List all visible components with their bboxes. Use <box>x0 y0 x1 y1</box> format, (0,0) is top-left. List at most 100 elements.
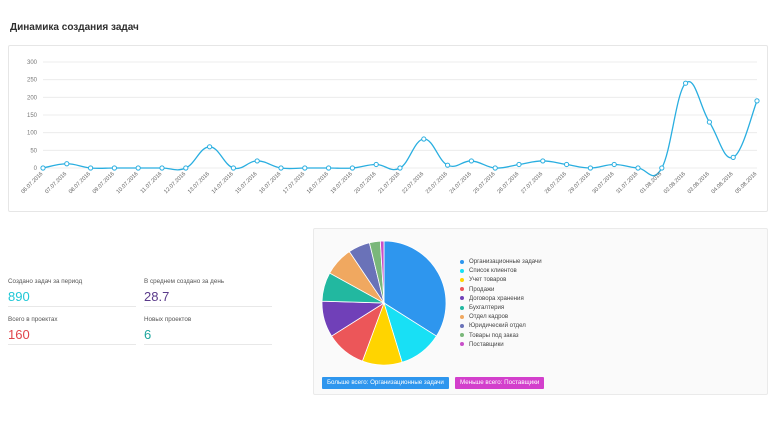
legend-swatch <box>460 287 464 292</box>
data-point <box>659 165 665 171</box>
legend-item: Организационные задачи <box>460 257 542 266</box>
pie-chart <box>321 240 447 366</box>
line-chart-card: 0 50 100 150 200 250 300 06.07.2016 07.07.2016 08… <box>8 45 768 212</box>
pie-chart-card: Организационные задачи Список клиентов Уче… <box>313 228 768 395</box>
data-point <box>254 158 260 164</box>
x-tick-label: 21.07.2016 <box>377 171 401 195</box>
stat-total-label: Всего в проектах <box>8 316 58 323</box>
legend-label: Список клиентов <box>469 267 517 275</box>
data-point <box>587 165 594 171</box>
data-point <box>635 165 641 171</box>
legend-label: Бухгалтерия <box>469 304 505 312</box>
data-point <box>397 165 403 171</box>
divider <box>8 344 136 345</box>
data-point <box>683 80 689 86</box>
y-tick-label: 250 <box>27 78 38 84</box>
x-tick-label: 28.07.2016 <box>544 171 568 195</box>
x-tick-label: 10.07.2016 <box>116 171 140 195</box>
stat-new-value: 6 <box>144 327 152 342</box>
legend-item: Поставщики <box>460 340 542 349</box>
x-tick-label: 12.07.2016 <box>163 171 187 195</box>
x-tick-label: 29.07.2016 <box>568 171 592 195</box>
legend-swatch <box>460 259 464 264</box>
pie-legend: Организационные задачи Список клиентов Уче… <box>460 257 542 349</box>
legend-label: Договора хранения <box>469 294 524 302</box>
x-tick-label: 06.07.2016 <box>20 171 44 195</box>
data-point <box>540 158 546 164</box>
legend-swatch <box>460 314 464 319</box>
y-tick-label: 300 <box>27 60 38 66</box>
y-tick-label: 200 <box>27 95 38 101</box>
legend-item: Продажи <box>460 285 542 294</box>
data-point <box>230 165 236 171</box>
data-point <box>40 165 46 171</box>
y-tick-label: 100 <box>27 131 38 137</box>
data-point <box>492 165 498 171</box>
legend-label: Организационные задачи <box>469 258 542 266</box>
x-tick-label: 22.07.2016 <box>401 171 425 195</box>
x-tick-label: 16.07.2016 <box>258 171 282 195</box>
legend-swatch <box>460 342 464 347</box>
legend-item: Товары под заказ <box>460 331 542 340</box>
stat-created: Создано задач за период 890 <box>8 278 136 307</box>
legend-label: Учет товаров <box>469 276 507 284</box>
stat-new-label: Новых проектов <box>144 316 192 323</box>
legend-label: Товары под заказ <box>469 331 519 339</box>
y-tick-label: 150 <box>27 113 38 119</box>
stat-new-projects: Новых проектов 6 <box>144 316 272 345</box>
data-point <box>183 165 189 171</box>
legend-label: Юридический отдел <box>469 322 526 330</box>
x-tick-label: 09.07.2016 <box>92 171 116 195</box>
data-point <box>564 161 570 168</box>
stat-average-label: В среднем создано за день <box>144 278 225 285</box>
legend-label: Продажи <box>469 285 495 293</box>
x-tick-label: 14.07.2016 <box>211 171 235 195</box>
data-point <box>64 161 70 167</box>
data-point <box>468 158 474 164</box>
legend-item: Отдел кадров <box>460 312 542 321</box>
x-tick-label: 03.08.2016 <box>687 171 711 195</box>
y-tick-label: 50 <box>30 148 37 154</box>
data-point <box>111 165 118 171</box>
data-point <box>302 165 308 171</box>
x-tick-label: 27.07.2016 <box>520 171 544 195</box>
x-tick-label: 04.08.2016 <box>711 171 735 195</box>
data-point <box>278 165 284 171</box>
divider <box>144 344 272 345</box>
x-tick-label: 18.07.2016 <box>306 171 330 195</box>
x-tick-label: 25.07.2016 <box>473 171 497 195</box>
legend-item: Бухгалтерия <box>460 303 542 312</box>
x-tick-label: 19.07.2016 <box>330 171 354 195</box>
x-tick-label: 20.07.2016 <box>354 171 378 195</box>
divider <box>144 306 272 307</box>
data-point <box>754 98 760 104</box>
series-line <box>42 80 758 177</box>
stat-total-value: 160 <box>8 327 30 342</box>
x-tick-label: 17.07.2016 <box>282 171 306 195</box>
data-point <box>373 161 379 168</box>
data-point <box>207 144 213 150</box>
data-point <box>730 154 736 161</box>
legend-swatch <box>460 323 464 328</box>
data-point <box>706 119 713 125</box>
stat-total-projects: Всего в проектах 160 <box>8 316 136 345</box>
stat-average-value: 28.7 <box>144 289 170 304</box>
stats-panel: Создано задач за период 890 В среднем со… <box>8 278 278 348</box>
stat-created-value: 890 <box>8 289 30 304</box>
x-tick-label: 07.07.2016 <box>44 171 68 195</box>
legend-item: Список клиентов <box>460 266 542 275</box>
x-tick-label: 24.07.2016 <box>449 171 473 195</box>
x-tick-label: 08.07.2016 <box>68 171 92 195</box>
stat-created-label: Создано задач за период <box>8 278 83 285</box>
legend-item: Учет товаров <box>460 275 542 284</box>
data-point <box>421 136 427 142</box>
legend-swatch <box>460 277 464 282</box>
legend-swatch <box>460 296 464 301</box>
legend-item: Договора хранения <box>460 294 542 303</box>
data-point <box>88 165 94 171</box>
legend-swatch <box>460 305 464 310</box>
y-tick-label: 0 <box>34 166 38 172</box>
line-chart: 0 50 100 150 200 250 300 06.07.2016 07.07.2016 08… <box>20 60 760 195</box>
stat-average: В среднем создано за день 28.7 <box>144 278 272 307</box>
data-point <box>326 165 332 171</box>
